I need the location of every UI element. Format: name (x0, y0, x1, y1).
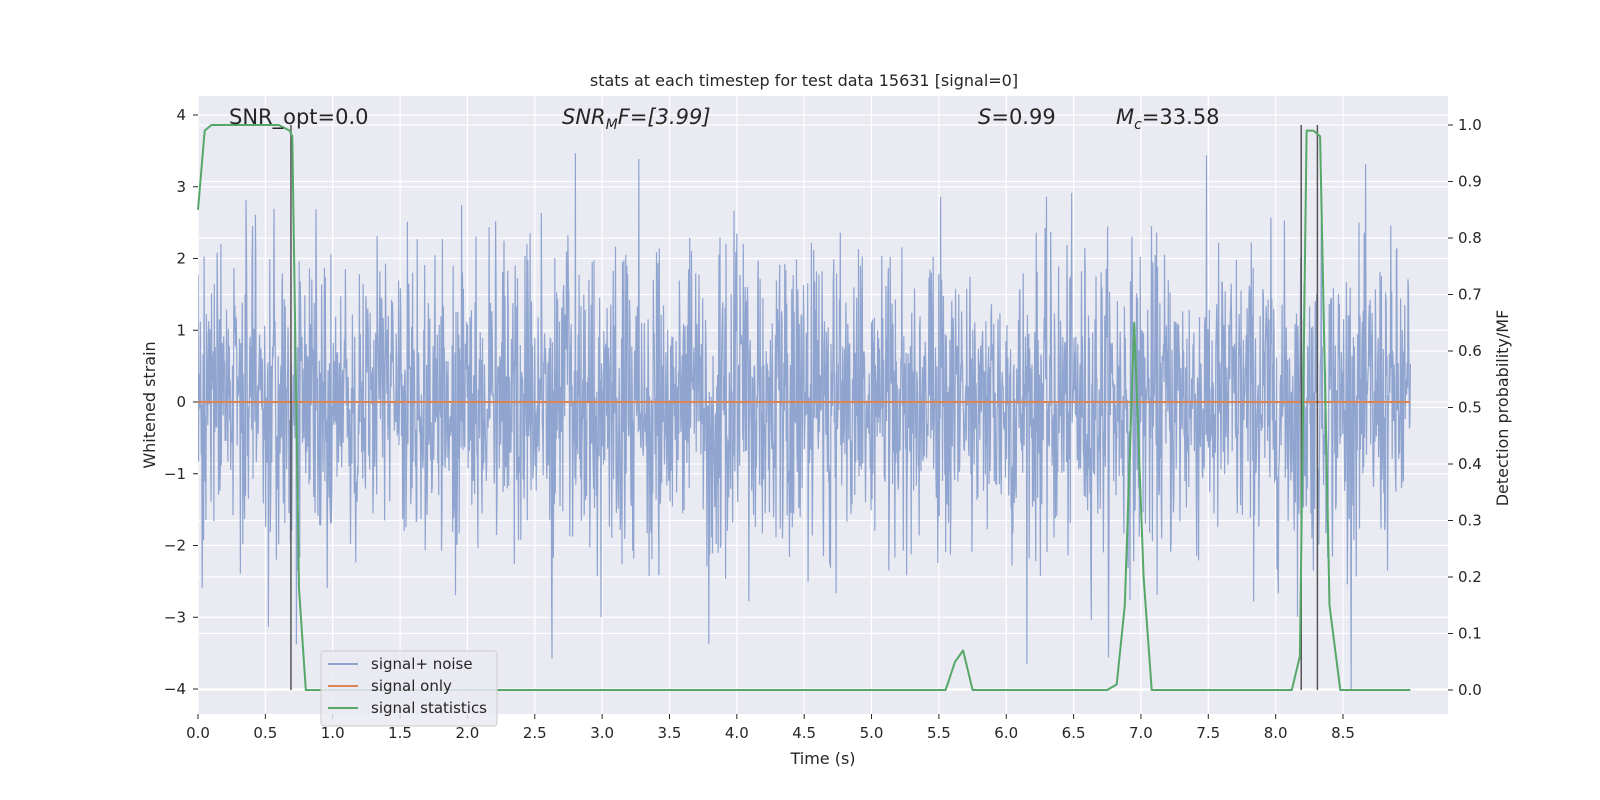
y2-tick-label: 0.0 (1458, 681, 1482, 699)
x-axis-ticks: 0.0 0.5 1.0 1.5 2.0 2.5 3.0 3.5 4.0 4.5 5.0 5.5 6.0 6… (186, 714, 1355, 742)
y2-tick-label: 0.5 (1458, 399, 1482, 417)
y-tick-label: −4 (164, 680, 186, 698)
x-tick-label: 7.5 (1196, 724, 1220, 742)
y2-tick-label: 0.2 (1458, 568, 1482, 586)
annotation-mc: Mc=33.58 (1116, 105, 1220, 133)
x-tick-label: 4.5 (792, 724, 816, 742)
annotation-snr-opt: SNR_opt=0.0 (229, 105, 369, 130)
y2-tick-label: 0.4 (1458, 455, 1482, 473)
x-tick-label: 8.5 (1331, 724, 1355, 742)
x-tick-label: 3.5 (658, 724, 682, 742)
annotation-mc-val: =33.58 (1142, 105, 1220, 129)
series-signal-statistics (197, 124, 1411, 691)
x-tick-label: 1.5 (388, 724, 412, 742)
series-signal-plus-noise (198, 153, 1411, 690)
y-tick-label: −3 (164, 608, 186, 626)
y-tick-label: 4 (176, 106, 186, 124)
chart-title: stats at each timestep for test data 156… (590, 71, 1018, 90)
y2-axis-ticks: 1.0 0.9 0.8 0.7 0.6 0.5 0.4 0.3 0.2 0.1 0.0 (1448, 116, 1482, 699)
legend-label-signal-noise: signal+ noise (371, 655, 473, 673)
x-tick-label: 8.0 (1264, 724, 1288, 742)
y-tick-label: −2 (164, 537, 186, 555)
y-tick-label: 3 (176, 178, 186, 196)
x-axis-label: Time (s) (789, 749, 855, 768)
x-tick-label: 0.0 (186, 724, 210, 742)
annotation-s-var: S (978, 105, 991, 129)
annotation-s: S=0.99 (978, 105, 1056, 129)
y2-tick-label: 0.6 (1458, 342, 1482, 360)
x-tick-label: 6.0 (994, 724, 1018, 742)
y-axis-ticks: 4 3 2 1 0 −1 −2 −3 −4 (164, 106, 198, 698)
annotation-mc-sub: c (1134, 117, 1142, 133)
x-tick-label: 4.0 (725, 724, 749, 742)
y2-tick-label: 1.0 (1458, 116, 1482, 134)
x-tick-label: 1.0 (321, 724, 345, 742)
legend-label-signal-only: signal only (371, 677, 452, 695)
annotation-mc-var: M (1116, 105, 1134, 129)
y2-tick-label: 0.1 (1458, 625, 1482, 643)
annotation-snr-mf-main: SNR (562, 105, 606, 129)
x-tick-label: 7.0 (1129, 724, 1153, 742)
x-tick-label: 5.5 (927, 724, 951, 742)
signal-statistics-line (197, 124, 1411, 691)
x-tick-label: 6.5 (1062, 724, 1086, 742)
y2-tick-label: 0.9 (1458, 173, 1482, 191)
y-axis-label: Whitened strain (140, 341, 159, 468)
signal-noise-line (198, 153, 1411, 690)
x-tick-label: 2.0 (455, 724, 479, 742)
annotation-snr-mf-rest: F=[3.99] (618, 105, 711, 129)
x-tick-label: 3.0 (590, 724, 614, 742)
y-tick-label: 1 (176, 321, 186, 339)
y2-tick-label: 0.7 (1458, 286, 1482, 304)
x-tick-label: 5.0 (860, 724, 884, 742)
y-tick-label: 0 (176, 393, 186, 411)
annotation-snr-mf: SNRMF=[3.99] (562, 105, 711, 133)
x-tick-label: 2.5 (523, 724, 547, 742)
y2-tick-label: 0.8 (1458, 229, 1482, 247)
x-tick-label: 0.5 (253, 724, 277, 742)
annotation-s-val: =0.99 (991, 105, 1055, 129)
y2-axis-label: Detection probability/MF (1493, 310, 1512, 507)
legend-label-signal-statistics: signal statistics (371, 699, 487, 717)
y-tick-label: −1 (164, 465, 186, 483)
y-tick-label: 2 (176, 250, 186, 268)
y2-tick-label: 0.3 (1458, 512, 1482, 530)
annotation-snr-mf-sub: M (606, 117, 618, 133)
legend-box (320, 650, 498, 727)
legend: signal+ noise signal only signal statist… (320, 650, 498, 727)
